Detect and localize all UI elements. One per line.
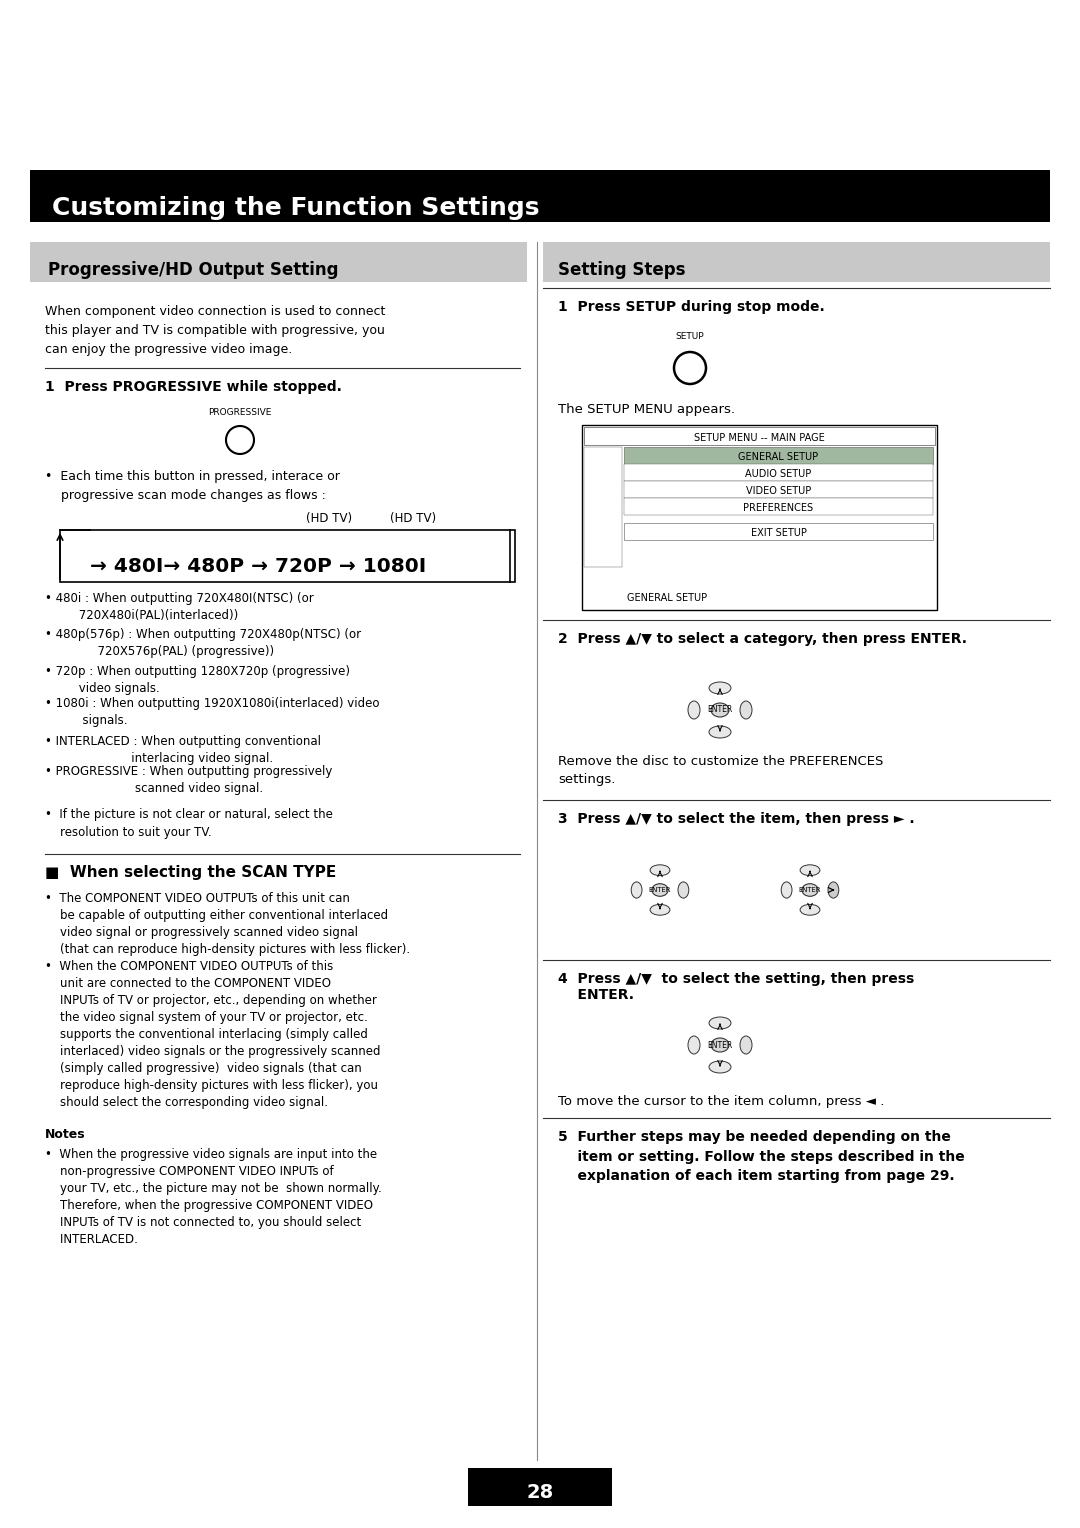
Ellipse shape <box>801 883 819 897</box>
Text: •  When the COMPONENT VIDEO OUTPUTs of this
    unit are connected to the COMPON: • When the COMPONENT VIDEO OUTPUTs of th… <box>45 960 380 1109</box>
Text: •  Each time this button in pressed, interace or
    progressive scan mode chang: • Each time this button in pressed, inte… <box>45 471 340 503</box>
Text: PREFERENCES: PREFERENCES <box>743 503 813 513</box>
Text: 2  Press ▲/▼ to select a category, then press ENTER.: 2 Press ▲/▼ to select a category, then p… <box>558 633 967 646</box>
Text: ■  When selecting the SCAN TYPE: ■ When selecting the SCAN TYPE <box>45 865 336 880</box>
Bar <box>60 530 515 582</box>
Bar <box>30 170 1050 222</box>
Text: The SETUP MENU appears.: The SETUP MENU appears. <box>558 403 735 416</box>
Text: • 480p(576p) : When outputting 720X480p(NTSC) (or
              720X576p(PAL) (p: • 480p(576p) : When outputting 720X480p(… <box>45 628 361 659</box>
Text: 5  Further steps may be needed depending on the
    item or setting. Follow the : 5 Further steps may be needed depending … <box>558 1131 964 1183</box>
Text: Remove the disc to customize the PREFERENCES
settings.: Remove the disc to customize the PREFERE… <box>558 755 883 785</box>
Bar <box>624 481 933 498</box>
Ellipse shape <box>650 865 670 876</box>
Ellipse shape <box>708 1018 731 1028</box>
Text: Notes: Notes <box>45 1128 85 1141</box>
Text: • 480i : When outputting 720X480I(NTSC) (or
         720X480i(PAL)(interlaced)): • 480i : When outputting 720X480I(NTSC) … <box>45 591 314 622</box>
Text: 28: 28 <box>526 1484 554 1502</box>
Text: • 1080i : When outputting 1920X1080i(interlaced) video
          signals.: • 1080i : When outputting 1920X1080i(int… <box>45 697 379 727</box>
Text: •  If the picture is not clear or natural, select the
    resolution to suit you: • If the picture is not clear or natural… <box>45 808 333 839</box>
Ellipse shape <box>708 681 731 694</box>
Text: VIDEO SETUP: VIDEO SETUP <box>746 486 811 497</box>
Text: Customizing the Function Settings: Customizing the Function Settings <box>52 196 540 220</box>
Text: SETUP MENU -- MAIN PAGE: SETUP MENU -- MAIN PAGE <box>694 432 825 443</box>
Text: ENTER: ENTER <box>799 886 821 892</box>
Ellipse shape <box>688 701 700 720</box>
Ellipse shape <box>688 1036 700 1054</box>
Bar <box>624 448 933 465</box>
Ellipse shape <box>650 905 670 915</box>
Ellipse shape <box>781 882 792 898</box>
Ellipse shape <box>708 1060 731 1073</box>
Text: AUDIO SETUP: AUDIO SETUP <box>745 469 812 480</box>
Text: PROGRESSIVE: PROGRESSIVE <box>208 408 272 417</box>
Bar <box>584 426 935 445</box>
Ellipse shape <box>678 882 689 898</box>
Text: (HD TV): (HD TV) <box>306 512 352 526</box>
Text: GENERAL SETUP: GENERAL SETUP <box>739 452 819 461</box>
Text: 4  Press ▲/▼  to select the setting, then press
    ENTER.: 4 Press ▲/▼ to select the setting, then … <box>558 972 915 1002</box>
Ellipse shape <box>740 701 752 720</box>
Ellipse shape <box>828 882 839 898</box>
Ellipse shape <box>652 883 669 897</box>
Ellipse shape <box>800 865 820 876</box>
Bar <box>584 448 622 567</box>
Text: • INTERLACED : When outputting conventional
                       interlacing v: • INTERLACED : When outputting conventio… <box>45 735 321 766</box>
Text: 1  Press SETUP during stop mode.: 1 Press SETUP during stop mode. <box>558 299 825 313</box>
Ellipse shape <box>711 703 729 717</box>
Text: Progressive/HD Output Setting: Progressive/HD Output Setting <box>48 261 338 280</box>
Text: When component video connection is used to connect
this player and TV is compati: When component video connection is used … <box>45 306 386 356</box>
Bar <box>543 241 1050 283</box>
Ellipse shape <box>631 882 642 898</box>
Text: • PROGRESSIVE : When outputting progressively
                        scanned vi: • PROGRESSIVE : When outputting progress… <box>45 766 333 795</box>
Bar <box>468 1468 612 1507</box>
Ellipse shape <box>711 1038 729 1051</box>
Text: •  The COMPONENT VIDEO OUTPUTs of this unit can
    be capable of outputting eit: • The COMPONENT VIDEO OUTPUTs of this un… <box>45 892 410 957</box>
Text: ENTER: ENTER <box>707 706 732 715</box>
Text: SETUP: SETUP <box>676 332 704 341</box>
Text: (HD TV): (HD TV) <box>390 512 436 526</box>
Text: ENTER: ENTER <box>707 1041 732 1050</box>
Text: ENTER: ENTER <box>649 886 672 892</box>
Text: Setting Steps: Setting Steps <box>558 261 686 280</box>
Ellipse shape <box>740 1036 752 1054</box>
Bar <box>30 241 527 283</box>
Text: 3  Press ▲/▼ to select the item, then press ► .: 3 Press ▲/▼ to select the item, then pre… <box>558 811 915 827</box>
Text: 1  Press PROGRESSIVE while stopped.: 1 Press PROGRESSIVE while stopped. <box>45 380 342 394</box>
Bar <box>624 465 933 481</box>
Bar <box>582 425 937 610</box>
Text: To move the cursor to the item column, press ◄ .: To move the cursor to the item column, p… <box>558 1096 885 1108</box>
Ellipse shape <box>708 726 731 738</box>
Text: → 480I→ 480P → 720P → 1080I: → 480I→ 480P → 720P → 1080I <box>90 556 427 576</box>
Text: GENERAL SETUP: GENERAL SETUP <box>627 593 707 604</box>
Text: •  When the progressive video signals are input into the
    non-progressive COM: • When the progressive video signals are… <box>45 1148 381 1245</box>
Bar <box>624 523 933 539</box>
Bar <box>624 498 933 515</box>
Ellipse shape <box>800 905 820 915</box>
Text: • 720p : When outputting 1280X720p (progressive)
         video signals.: • 720p : When outputting 1280X720p (prog… <box>45 665 350 695</box>
Text: EXIT SETUP: EXIT SETUP <box>751 529 807 538</box>
